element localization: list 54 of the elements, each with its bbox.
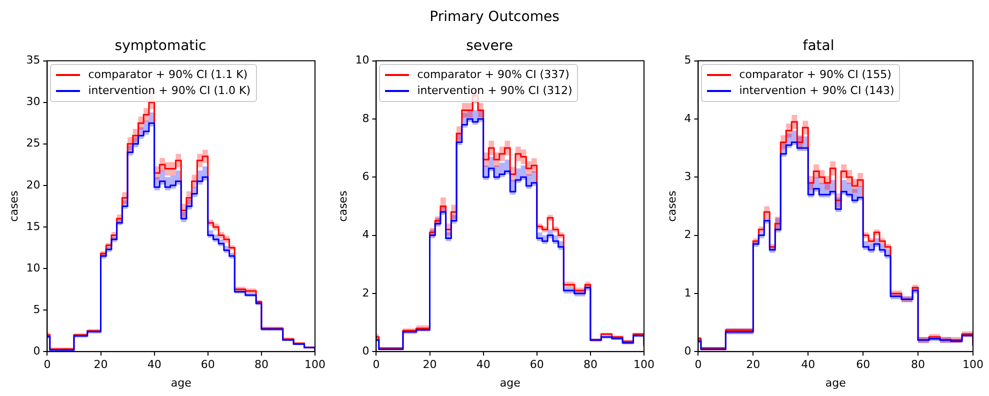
- x-tick-label: 80: [583, 358, 598, 372]
- x-tick-label: 0: [44, 358, 51, 372]
- y-tick-label: 10: [26, 261, 40, 274]
- x-tick-label: 40: [476, 358, 490, 372]
- x-tick-label: 0: [372, 358, 380, 372]
- x-tick-label: 20: [422, 358, 437, 372]
- x-tick-label: 60: [530, 358, 544, 372]
- x-tick-label: 60: [200, 358, 215, 372]
- x-tick-label: 40: [147, 358, 162, 372]
- y-tick-label: 25: [26, 136, 40, 150]
- chart-title: severe: [466, 38, 513, 54]
- x-tick-label: 20: [746, 358, 760, 372]
- legend-label: intervention + 90% CI (143): [739, 82, 894, 99]
- y-tick-label: 4: [684, 112, 692, 125]
- y-tick-label: 6: [362, 170, 370, 183]
- x-tick-label: 80: [911, 358, 926, 372]
- y-tick-label: 0: [684, 344, 692, 358]
- y-tick-label: 1: [684, 286, 692, 300]
- y-axis-title: cases: [665, 190, 678, 222]
- text: Primary Outcomes: [430, 9, 560, 25]
- y-tick-label: 5: [33, 302, 40, 316]
- chart-title: symptomatic: [114, 38, 206, 54]
- x-axis-title: age: [825, 376, 846, 390]
- x-tick-label: 100: [304, 358, 326, 372]
- legend-label: comparator + 90% CI (155): [739, 66, 892, 83]
- y-tick-label: 2: [362, 286, 370, 300]
- y-axis-title: cases: [336, 190, 350, 222]
- legend-label: comparator + 90% CI (1.1 K): [88, 66, 248, 83]
- y-tick-label: 30: [26, 95, 40, 108]
- y-tick-label: 15: [26, 220, 40, 233]
- y-tick-label: 35: [26, 54, 40, 67]
- y-tick-label: 4: [362, 228, 370, 242]
- x-tick-label: 100: [962, 358, 984, 372]
- y-axis-title: cases: [7, 190, 20, 222]
- x-tick-label: 100: [634, 358, 654, 372]
- x-axis-title: age: [170, 376, 192, 390]
- x-tick-label: 40: [801, 358, 816, 372]
- y-tick-label: 20: [26, 178, 40, 192]
- legend-label: comparator + 90% CI (337): [417, 66, 570, 83]
- y-tick-label: 5: [684, 54, 692, 67]
- x-tick-label: 60: [856, 358, 870, 372]
- x-tick-label: 20: [94, 358, 108, 372]
- y-tick-label: 0: [33, 344, 40, 358]
- y-tick-label: 2: [684, 228, 692, 242]
- x-axis-title: age: [500, 376, 521, 390]
- chart-title: fatal: [802, 38, 834, 54]
- legend-label: intervention + 90% CI (312): [417, 82, 572, 99]
- legend-label: intervention + 90% CI (1.0 K): [88, 82, 251, 99]
- y-tick-label: 3: [684, 170, 692, 183]
- y-tick-label: 10: [355, 54, 370, 67]
- x-tick-label: 80: [254, 358, 268, 372]
- x-tick-label: 0: [694, 358, 702, 372]
- y-tick-label: 8: [362, 112, 370, 125]
- y-tick-label: 0: [362, 344, 370, 358]
